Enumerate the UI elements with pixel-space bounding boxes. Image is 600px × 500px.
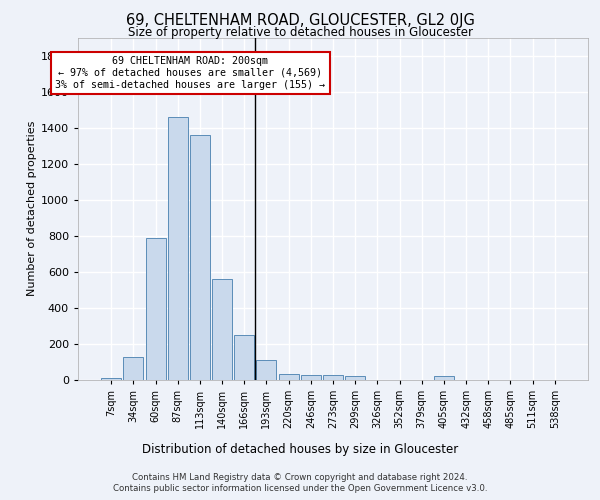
Text: Size of property relative to detached houses in Gloucester: Size of property relative to detached ho… [128, 26, 473, 39]
Text: Contains public sector information licensed under the Open Government Licence v3: Contains public sector information licen… [113, 484, 487, 493]
Bar [434, 376, 454, 380]
Bar [323, 374, 343, 380]
Bar [256, 360, 277, 380]
Y-axis label: Number of detached properties: Number of detached properties [26, 121, 37, 296]
Bar [146, 238, 166, 380]
Text: Distribution of detached houses by size in Gloucester: Distribution of detached houses by size … [142, 442, 458, 456]
Text: 69, CHELTENHAM ROAD, GLOUCESTER, GL2 0JG: 69, CHELTENHAM ROAD, GLOUCESTER, GL2 0JG [125, 12, 475, 28]
Bar [101, 378, 121, 380]
Bar [124, 356, 143, 380]
Bar [190, 135, 210, 380]
Bar [212, 279, 232, 380]
Bar [278, 374, 299, 380]
Bar [301, 374, 321, 380]
Bar [345, 376, 365, 380]
Bar [168, 117, 188, 380]
Text: 69 CHELTENHAM ROAD: 200sqm
← 97% of detached houses are smaller (4,569)
3% of se: 69 CHELTENHAM ROAD: 200sqm ← 97% of deta… [55, 56, 325, 90]
Text: Contains HM Land Registry data © Crown copyright and database right 2024.: Contains HM Land Registry data © Crown c… [132, 472, 468, 482]
Bar [234, 335, 254, 380]
